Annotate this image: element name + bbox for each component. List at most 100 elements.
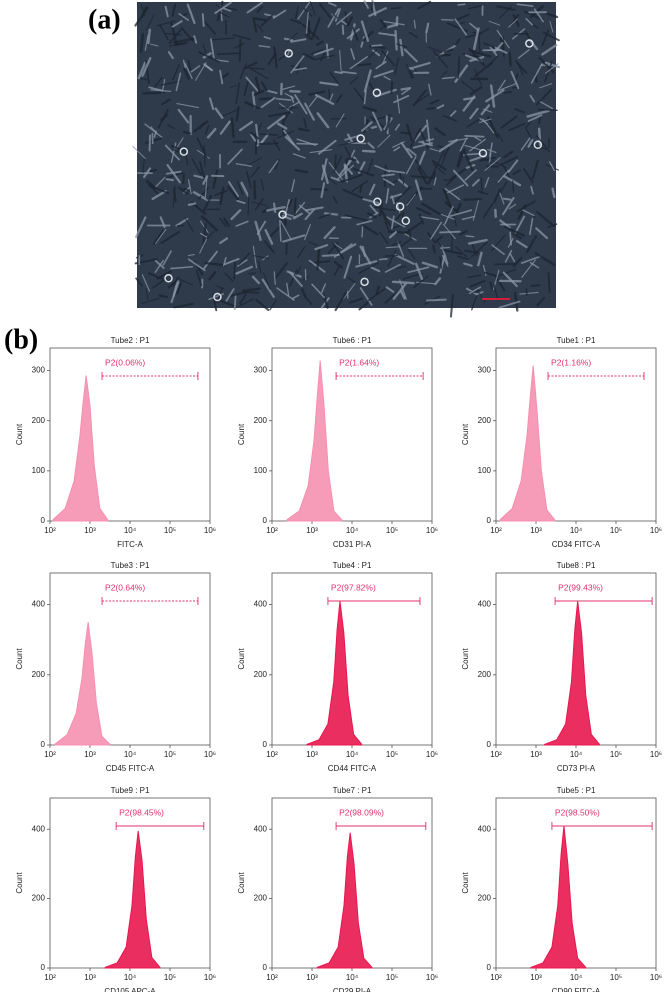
y-tick-label: 200 [254, 670, 268, 679]
x-axis-label: CD105 APC-A [104, 987, 156, 992]
cell [362, 225, 363, 237]
cell [255, 19, 265, 20]
y-tick-label: 400 [32, 600, 46, 609]
y-tick-label: 400 [254, 824, 268, 833]
y-tick-label: 200 [478, 416, 492, 425]
scale-bar [482, 298, 510, 300]
x-tick-label: 10⁴ [570, 973, 583, 982]
cell [203, 14, 204, 26]
cell [184, 132, 190, 133]
chart-title: Tube7 : P1 [333, 786, 372, 795]
cell [148, 30, 149, 43]
cell [427, 108, 433, 109]
y-tick-label: 0 [263, 963, 268, 972]
y-tick-label: 100 [478, 466, 492, 475]
cell [363, 151, 374, 152]
cell [532, 285, 539, 286]
cell [465, 136, 483, 137]
cell [243, 292, 258, 293]
y-tick-label: 0 [263, 740, 268, 749]
x-tick-label: 10² [266, 526, 278, 535]
cell [538, 109, 557, 110]
cell [385, 255, 397, 256]
cell [504, 92, 511, 93]
y-axis-label: Count [237, 423, 246, 445]
x-axis-label: CD29 PI-A [333, 987, 372, 992]
x-tick-label: 10⁵ [386, 973, 398, 982]
x-tick-label: 10³ [84, 973, 96, 982]
cell [327, 44, 328, 57]
cell [235, 296, 236, 309]
y-tick-label: 300 [478, 366, 492, 375]
cell [442, 20, 454, 21]
cell [389, 232, 408, 233]
cell [309, 21, 310, 34]
gate-label: P2(1.64%) [339, 357, 379, 367]
x-tick-label: 10³ [530, 973, 542, 982]
cell [526, 289, 527, 295]
cell [427, 300, 446, 301]
y-tick-label: 200 [32, 894, 46, 903]
y-axis-label: Count [15, 648, 24, 670]
chart-title: Tube9 : P1 [111, 786, 150, 795]
x-tick-label: 10³ [530, 750, 542, 759]
chart-title: Tube6 : P1 [333, 336, 372, 345]
cell [311, 189, 327, 190]
x-tick-label: 10² [44, 973, 56, 982]
cell [510, 53, 511, 66]
y-tick-label: 0 [263, 516, 268, 525]
x-tick-label: 10⁶ [426, 526, 438, 535]
cell [400, 172, 401, 178]
y-tick-label: 300 [254, 366, 268, 375]
x-tick-label: 10⁴ [124, 973, 137, 982]
cell [504, 199, 511, 200]
micrograph [133, 0, 559, 317]
cell [159, 295, 166, 297]
chart-title: Tube3 : P1 [111, 561, 150, 570]
gate-label: P2(98.45%) [119, 807, 164, 817]
cell [382, 174, 394, 175]
cell [343, 26, 344, 34]
gate-label: P2(98.50%) [555, 807, 600, 817]
x-axis-label: CD45 FITC-A [106, 764, 155, 773]
y-tick-label: 100 [254, 466, 268, 475]
cell [433, 246, 434, 252]
plot-frame [496, 798, 656, 968]
cell [358, 64, 370, 65]
x-tick-label: 10⁶ [426, 750, 438, 759]
cell [177, 225, 183, 226]
x-tick-label: 10⁶ [426, 973, 438, 982]
cell [479, 35, 480, 51]
y-tick-label: 400 [254, 600, 268, 609]
x-tick-label: 10⁶ [204, 526, 216, 535]
gate-label: P2(1.16%) [551, 357, 591, 367]
y-tick-label: 0 [487, 740, 492, 749]
cell [438, 55, 450, 56]
gate-label: P2(0.64%) [105, 582, 145, 592]
y-axis-label: Count [15, 423, 24, 445]
x-tick-label: 10⁴ [570, 526, 583, 535]
x-tick-label: 10⁴ [346, 750, 359, 759]
x-axis-label: FITC-A [117, 540, 143, 549]
y-tick-label: 200 [32, 416, 46, 425]
cell [335, 72, 342, 73]
x-tick-label: 10⁵ [610, 750, 622, 759]
y-tick-label: 200 [254, 894, 268, 903]
cell [464, 199, 481, 200]
x-tick-label: 10² [266, 973, 278, 982]
x-tick-label: 10³ [306, 973, 318, 982]
cell [372, 2, 373, 10]
chart-title: Tube4 : P1 [333, 561, 372, 570]
cell [183, 174, 184, 183]
y-axis-label: Count [237, 648, 246, 670]
cell [510, 233, 511, 245]
x-tick-label: 10² [490, 526, 502, 535]
x-tick-label: 10⁵ [610, 973, 622, 982]
x-tick-label: 10³ [84, 750, 96, 759]
plot-frame [272, 348, 432, 521]
x-tick-label: 10⁶ [204, 973, 216, 982]
cell [458, 57, 459, 78]
x-tick-label: 10⁴ [124, 750, 137, 759]
x-tick-label: 10⁴ [346, 973, 359, 982]
